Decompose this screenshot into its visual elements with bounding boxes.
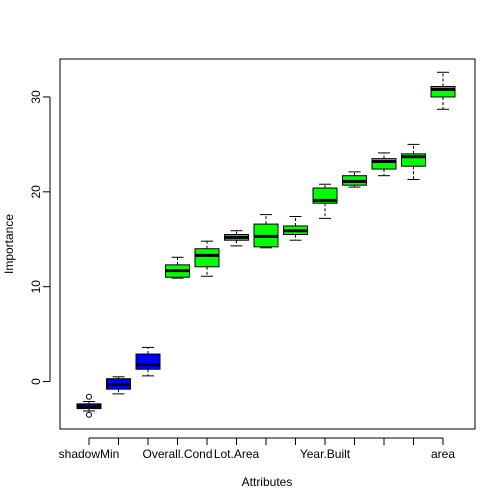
plot-frame	[59, 58, 476, 430]
outlier-point	[86, 411, 92, 418]
y-tick-label: 0	[29, 378, 43, 385]
box-11	[371, 152, 397, 177]
x-tick-label: shadowMin	[59, 447, 120, 461]
box-13	[430, 71, 456, 110]
box-3	[135, 346, 161, 377]
y-tick-label: 30	[29, 90, 43, 104]
x-tick-label: Lot.Area	[214, 447, 260, 461]
box-6	[224, 230, 249, 247]
box-2	[106, 376, 131, 395]
box-body	[371, 158, 397, 170]
boxes-layer	[76, 71, 456, 418]
x-tick-label: Overall.Cond	[142, 447, 212, 461]
box-7	[253, 214, 279, 249]
box-body	[194, 248, 220, 268]
box-9	[312, 183, 338, 219]
box-1	[76, 393, 102, 418]
box-12	[401, 143, 426, 180]
outlier-point	[86, 393, 92, 400]
x-axis-title: Attributes	[242, 475, 293, 489]
x-tick-label: area	[431, 447, 455, 461]
x-tick-label: Year.Built	[300, 447, 351, 461]
box-5	[194, 240, 220, 277]
box-body	[430, 86, 456, 98]
box-4	[165, 256, 190, 279]
y-axis: 0 10 20 30	[29, 90, 51, 385]
y-tick-label: 20	[29, 185, 43, 199]
box-10	[342, 171, 367, 188]
y-tick-label: 10	[29, 280, 43, 294]
x-axis: shadowMin Overall.Cond Lot.Area Year.Built a…	[59, 437, 455, 461]
y-axis-title: Importance	[2, 214, 16, 274]
box-body	[135, 353, 161, 370]
box-8	[283, 215, 308, 241]
